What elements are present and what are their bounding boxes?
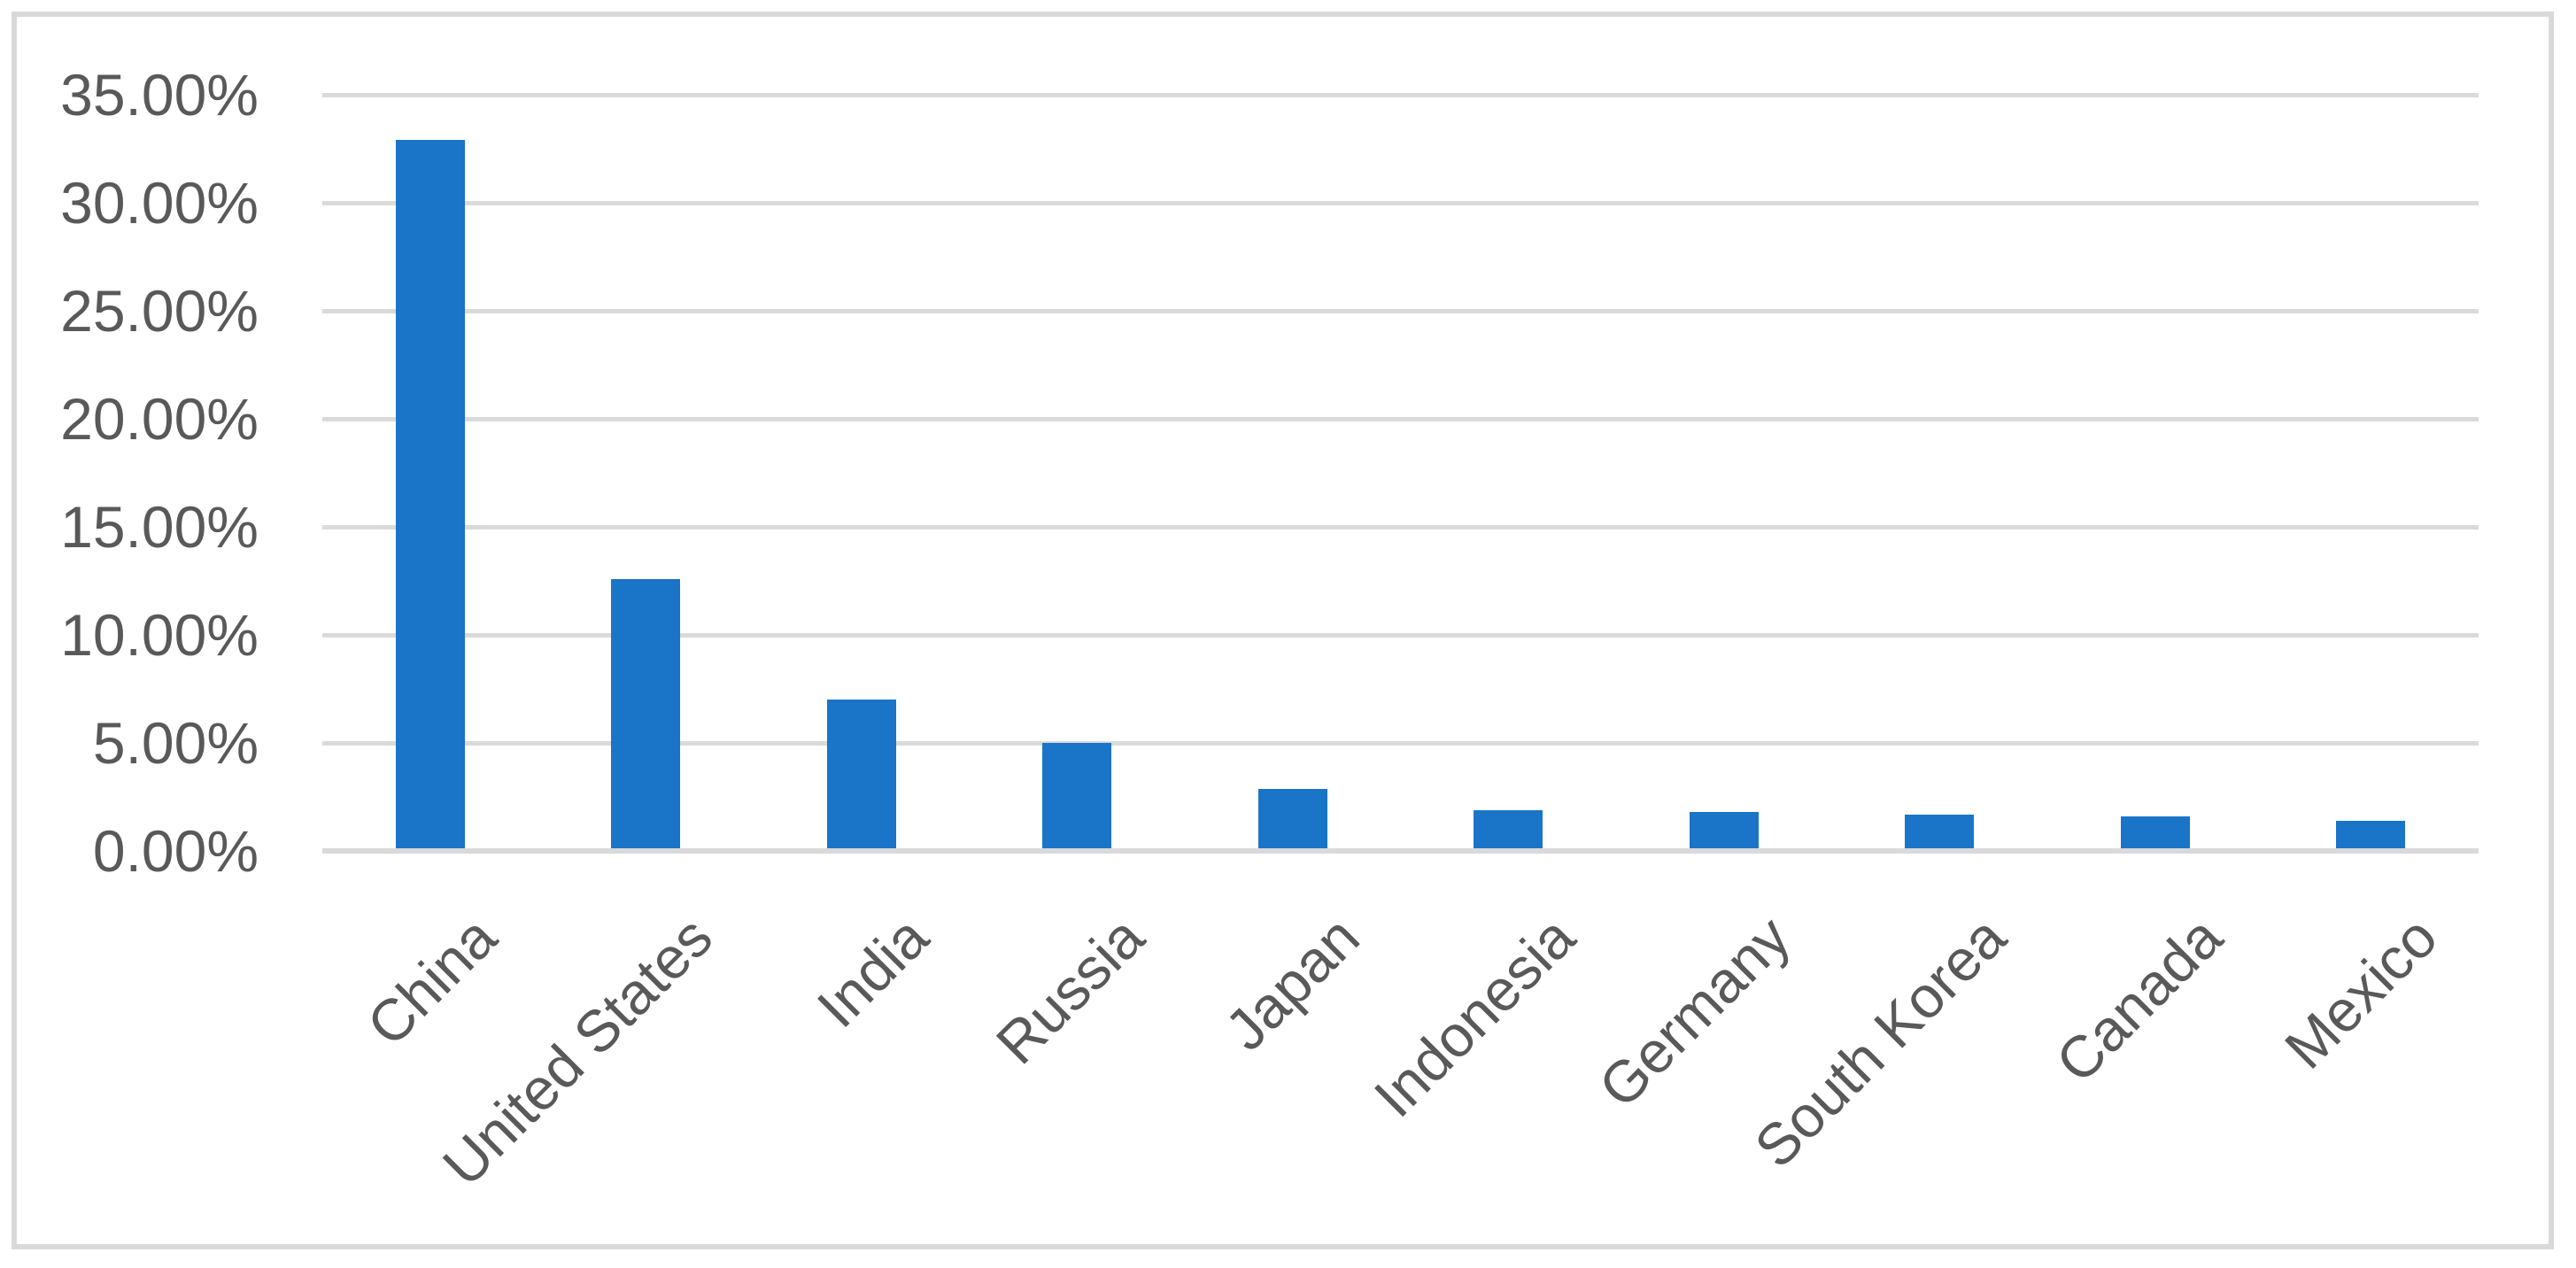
- x-axis-category-label: Germany: [1586, 903, 1803, 1120]
- gridline: [322, 632, 2479, 638]
- gridline: [322, 416, 2479, 421]
- bar-united-states: [611, 578, 681, 851]
- gridline: [322, 308, 2479, 313]
- y-axis-tick-label: 30.00%: [60, 170, 259, 236]
- x-axis-category-label: Indonesia: [1361, 903, 1588, 1130]
- bar-indonesia: [1474, 809, 1543, 851]
- x-axis-category-label: China: [354, 903, 509, 1058]
- x-axis-category-label: Mexico: [2272, 903, 2450, 1081]
- x-axis-category-label: Russia: [983, 903, 1156, 1077]
- y-axis-tick-label: 0.00%: [92, 818, 259, 884]
- bar-south-korea: [1905, 814, 1975, 851]
- y-axis-tick-label: 5.00%: [92, 710, 259, 776]
- bar-india: [826, 700, 896, 851]
- bar-mexico: [2336, 820, 2406, 851]
- x-axis-line: [322, 848, 2479, 854]
- bar-russia: [1042, 743, 1112, 851]
- gridline: [322, 92, 2479, 97]
- y-axis-tick-label: 25.00%: [60, 278, 259, 344]
- y-axis-tick-label: 15.00%: [60, 494, 259, 560]
- gridline: [322, 200, 2479, 205]
- y-axis-tick-label: 10.00%: [60, 602, 259, 668]
- bar-china: [395, 140, 465, 851]
- gridline: [322, 740, 2479, 746]
- gridline: [322, 524, 2479, 530]
- bar-japan: [1257, 789, 1327, 851]
- bar-germany: [1689, 812, 1759, 851]
- x-axis-category-label: Canada: [2042, 903, 2234, 1095]
- bar-canada: [2120, 816, 2190, 851]
- y-axis-tick-label: 35.00%: [60, 62, 259, 128]
- y-axis-tick-label: 20.00%: [60, 386, 259, 452]
- x-axis-category-label: India: [804, 903, 940, 1040]
- x-axis-category-label: Japan: [1212, 903, 1372, 1063]
